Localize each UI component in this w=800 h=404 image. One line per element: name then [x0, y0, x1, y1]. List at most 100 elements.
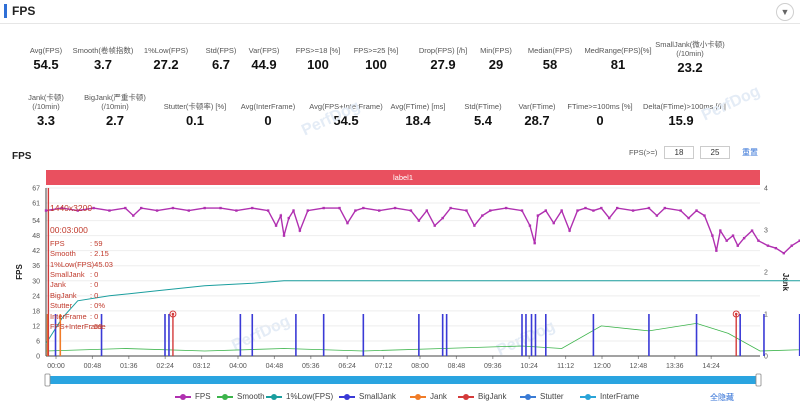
section-accent-bar: [4, 4, 7, 18]
tooltip-value: : 2.15: [90, 249, 109, 259]
section-header: FPS ▼: [0, 0, 800, 24]
metric-card: SmallJank(微小卡顿) (/10min) 23.2: [652, 40, 728, 76]
fps-point: [322, 206, 325, 210]
metric-label: Var(FPS): [248, 46, 280, 55]
legend-item[interactable]: FPS: [175, 392, 211, 401]
bigjank-marker: [169, 310, 177, 318]
metric-label: Stutter(卡顿率) [%]: [163, 102, 227, 111]
metric-card: FTime>=100ms [%] 0: [562, 102, 638, 129]
metric-value: 44.9: [251, 57, 277, 72]
metric-card: FPS>=18 [%] 100: [280, 46, 356, 73]
metric-card: Var(FTime) 28.7: [499, 102, 575, 129]
tooltip-row: FPS+InterFrame: 59: [50, 322, 146, 332]
metric-label: Delta(FTime)>100ms [/h]: [643, 102, 726, 111]
hide-all-button[interactable]: 全隐藏: [710, 393, 734, 402]
scrollbar-handle-left[interactable]: [44, 373, 51, 387]
tooltip-time: 00:03:000: [50, 225, 88, 236]
tooltip-resolution: 1440x3200: [50, 203, 93, 213]
legend-swatch-icon: [458, 393, 474, 400]
legend-item[interactable]: Smooth: [217, 392, 265, 401]
fps-point: [108, 209, 111, 212]
tooltip-value: : 45.03: [90, 259, 113, 269]
scrollbar-handle-right[interactable]: [755, 373, 762, 387]
fps-point: [790, 244, 793, 247]
metric-label: Smooth(卷帧指数): [72, 46, 134, 55]
fps-point: [544, 209, 547, 212]
legend-item[interactable]: Stutter: [520, 392, 564, 401]
chevron-down-icon[interactable]: ▼: [776, 3, 794, 21]
legend-item[interactable]: 1%Low(FPS): [266, 392, 333, 401]
reset-button[interactable]: 重置: [742, 148, 758, 157]
fps-point: [725, 239, 728, 242]
fps-threshold-input-2[interactable]: [700, 146, 730, 159]
series-smooth-line: [45, 322, 800, 352]
metric-card: Std(FTime) 5.4: [445, 102, 521, 129]
legend-item[interactable]: BigJank: [458, 392, 506, 401]
fps-point: [306, 209, 309, 212]
tooltip-key: Jank: [50, 280, 66, 290]
legend-label: BigJank: [478, 392, 507, 401]
metric-label: Avg(FPS): [29, 46, 63, 55]
legend-item[interactable]: SmallJank: [339, 392, 396, 401]
bigjank-marker-dot: [171, 312, 175, 316]
fps-point: [576, 209, 579, 212]
legend-label: Stutter: [540, 392, 564, 401]
fps-point: [750, 229, 754, 232]
fps-point: [92, 206, 95, 210]
fps-point: [798, 239, 800, 242]
fps-point: [409, 209, 413, 212]
metric-label: Min(FPS): [480, 46, 512, 55]
fps-point: [647, 206, 651, 210]
metric-card: Avg(InterFrame) 0: [230, 102, 306, 129]
fps-point: [552, 221, 555, 225]
tooltip-value: : 0: [90, 270, 99, 280]
fps-point: [703, 214, 706, 217]
fps-point: [465, 209, 468, 212]
timeline-scrollbar[interactable]: [46, 376, 760, 384]
legend-label: FPS: [195, 392, 211, 401]
label-band[interactable]: [46, 170, 760, 185]
fps-point: [568, 229, 571, 232]
fps-point: [608, 216, 611, 220]
fps-point: [533, 241, 536, 245]
metric-card: Std(FPS) 6.7: [183, 46, 259, 73]
fps-point: [600, 206, 603, 210]
metric-value: 0.1: [185, 113, 205, 128]
metric-value: 23.2: [677, 60, 703, 75]
x-tick-label: 02:24: [156, 363, 174, 370]
metric-label: Avg(InterFrame): [240, 102, 296, 111]
y2-tick-label: 3: [764, 228, 768, 235]
legend-item[interactable]: InterFrame: [580, 392, 639, 401]
tooltip-row: SmallJank: 0: [50, 270, 146, 280]
metric-card: Avg(FPS+InterFrame) 54.5: [308, 102, 384, 129]
fps-point: [782, 251, 785, 255]
x-tick-label: 04:48: [266, 363, 284, 370]
fps-point: [219, 206, 222, 210]
metric-card: BigJank(严重卡顿) (/10min) 2.7: [77, 93, 153, 129]
metric-label: Std(FPS): [205, 46, 237, 55]
fps-point: [132, 214, 135, 217]
metric-value: 6.7: [211, 57, 231, 72]
legend-item[interactable]: Jank: [410, 392, 447, 401]
tooltip-value: : 0: [90, 290, 99, 300]
x-tick-label: 09:36: [484, 363, 502, 370]
x-tick-label: 08:48: [448, 363, 466, 370]
fps-point: [520, 209, 524, 212]
fps-point: [235, 209, 238, 212]
fps-point: [616, 206, 619, 210]
y-tick-label: 24: [32, 293, 40, 300]
section-title: FPS: [12, 4, 36, 18]
legend-swatch-icon: [339, 393, 355, 400]
metric-label: Median(FPS): [527, 46, 573, 55]
y2-tick-label: 1: [764, 312, 768, 319]
metric-value: 54.5: [33, 57, 59, 72]
hover-tooltip: 1440x3200 00:03:000 FPS: 59 Smooth: 2.15 1…: [50, 203, 146, 332]
metric-value: 18.4: [405, 113, 431, 128]
legend-label: Smooth: [237, 392, 265, 401]
fps-point: [378, 209, 381, 212]
metric-card: 1%Low(FPS) 27.2: [128, 46, 204, 73]
fps-threshold-input-1[interactable]: [664, 146, 694, 159]
metric-label: 1%Low(FPS): [143, 46, 189, 55]
fps-point: [711, 234, 714, 237]
